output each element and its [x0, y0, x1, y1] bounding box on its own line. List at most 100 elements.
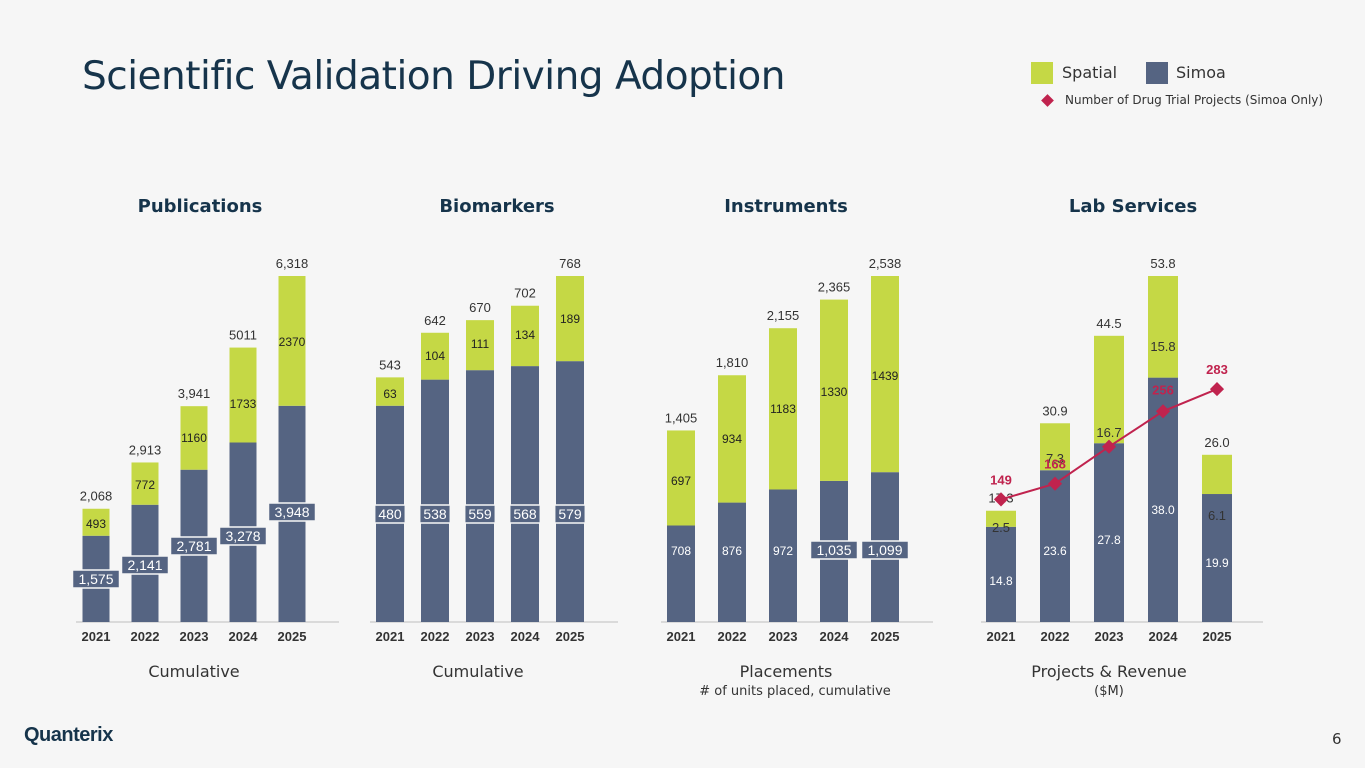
drug-trial-marker-2022 — [1047, 476, 1063, 491]
drug-trial-marker-2025 — [1209, 382, 1225, 397]
total-label-2024: 702 — [514, 286, 536, 301]
bar-simoa-2025 — [1202, 494, 1232, 622]
drug-trial-label-2025: 283 — [1206, 362, 1228, 377]
spatial-value-label-2025: 189 — [560, 312, 580, 326]
spatial-value-label-2025: 1439 — [872, 369, 899, 383]
bar-spatial-2023 — [180, 406, 208, 470]
total-label-2023: 44.5 — [1096, 316, 1121, 331]
simoa-value-label-2025: 3,948 — [274, 504, 309, 520]
x-tick-label-2025: 2025 — [556, 629, 585, 644]
simoa-label-box-2024 — [809, 540, 859, 560]
legend-simoa-label: Simoa — [1176, 63, 1226, 82]
simoa-value-label-2025: 1,099 — [867, 542, 902, 558]
page-title: Scientific Validation Driving Adoption — [82, 54, 786, 99]
bar-spatial-2023 — [769, 328, 797, 490]
bar-spatial-2025 — [1202, 454, 1232, 495]
caption-lab-services: Projects & Revenue — [1031, 662, 1187, 681]
simoa-value-label-2022: 23.6 — [1043, 544, 1067, 558]
caption-biomarkers: Cumulative — [432, 662, 524, 681]
x-tick-label-2021: 2021 — [82, 629, 111, 644]
bar-spatial-2022 — [421, 332, 449, 380]
spatial-value-label-2022: 934 — [722, 432, 742, 446]
total-label-2023: 2,155 — [767, 308, 800, 323]
simoa-label-box-2021 — [71, 569, 121, 589]
bar-simoa-2023 — [1094, 443, 1124, 622]
spatial-value-label-2021: 697 — [671, 474, 691, 488]
spatial-value-label-2023: 16.7 — [1096, 425, 1121, 440]
x-tick-label-2024: 2024 — [1149, 629, 1179, 644]
spatial-value-label-2022: 7.3 — [1046, 451, 1064, 466]
simoa-label-box-2025 — [553, 504, 587, 524]
total-label-2023: 3,941 — [178, 386, 211, 401]
bar-simoa-2022 — [1040, 470, 1070, 622]
spatial-value-label-2021: 2.5 — [992, 520, 1010, 535]
legend-spatial-swatch — [1031, 62, 1053, 84]
total-label-2022: 642 — [424, 313, 446, 328]
caption-sub-instruments: # of units placed, cumulative — [699, 684, 891, 699]
simoa-value-label-2021: 708 — [671, 544, 691, 558]
drug-trial-label-2024: 256 — [1152, 382, 1174, 397]
spatial-value-label-2024: 1733 — [230, 397, 257, 411]
total-label-2022: 1,810 — [716, 355, 749, 370]
drug-trial-label-2022: 168 — [1044, 457, 1066, 472]
simoa-value-label-2023: 2,781 — [176, 538, 211, 554]
simoa-value-label-2025: 579 — [558, 506, 582, 522]
bar-spatial-2025 — [556, 276, 584, 362]
simoa-value-label-2023: 559 — [468, 506, 492, 522]
total-label-2021: 1,405 — [665, 410, 698, 425]
bar-simoa-2024 — [511, 366, 539, 622]
bar-spatial-2022 — [718, 375, 746, 503]
total-label-2022: 30.9 — [1042, 403, 1067, 418]
total-label-2021: 543 — [379, 357, 401, 372]
spatial-value-label-2021: 63 — [383, 387, 397, 401]
bar-simoa-2025 — [556, 361, 584, 622]
simoa-value-label-2024: 3,278 — [225, 528, 260, 544]
spatial-value-label-2025: 6.1 — [1208, 508, 1226, 523]
legend-drug-trial-label: Number of Drug Trial Projects (Simoa Onl… — [1065, 93, 1324, 107]
x-tick-label-2023: 2023 — [769, 629, 798, 644]
simoa-value-label-2022: 2,141 — [127, 557, 162, 573]
spatial-value-label-2021: 493 — [86, 517, 106, 531]
bar-simoa-2023 — [769, 489, 797, 622]
x-tick-label-2023: 2023 — [180, 629, 209, 644]
legend-spatial-label: Spatial — [1062, 63, 1118, 82]
simoa-label-box-2024 — [508, 504, 542, 524]
x-tick-label-2021: 2021 — [376, 629, 405, 644]
x-tick-label-2025: 2025 — [871, 629, 900, 644]
bar-spatial-2021 — [376, 377, 404, 406]
simoa-value-label-2023: 27.8 — [1097, 533, 1121, 547]
x-tick-label-2022: 2022 — [1041, 629, 1070, 644]
simoa-label-box-2025 — [860, 540, 910, 560]
total-label-2024: 5011 — [229, 328, 257, 343]
drug-trial-marker-2023 — [1101, 439, 1117, 454]
x-tick-label-2024: 2024 — [229, 629, 259, 644]
simoa-value-label-2022: 876 — [722, 544, 742, 558]
drug-trial-label-2021: 149 — [990, 472, 1012, 487]
simoa-label-box-2023 — [463, 504, 497, 524]
total-label-2025: 768 — [559, 256, 581, 271]
simoa-value-label-2021: 1,575 — [78, 571, 113, 587]
spatial-value-label-2024: 134 — [515, 328, 535, 342]
caption-instruments: Placements — [739, 662, 833, 681]
bar-simoa-2021 — [667, 525, 695, 622]
spatial-value-label-2025: 2370 — [279, 335, 306, 349]
caption-sub-lab-services: ($M) — [1094, 684, 1124, 699]
bar-spatial-2023 — [466, 320, 494, 371]
simoa-value-label-2021: 480 — [378, 506, 402, 522]
x-tick-label-2024: 2024 — [511, 629, 541, 644]
x-tick-label-2022: 2022 — [131, 629, 160, 644]
panel-title-lab-services: Lab Services — [1068, 196, 1198, 217]
simoa-value-label-2024: 568 — [513, 506, 537, 522]
simoa-value-label-2024: 1,035 — [816, 542, 851, 558]
spatial-value-label-2023: 1160 — [181, 431, 207, 445]
bar-spatial-2024 — [229, 347, 257, 443]
bar-spatial-2025 — [278, 276, 306, 406]
x-tick-label-2021: 2021 — [667, 629, 696, 644]
bar-spatial-2024 — [1148, 276, 1178, 378]
total-label-2024: 53.8 — [1150, 256, 1175, 271]
simoa-label-box-2023 — [169, 536, 219, 556]
simoa-label-box-2022 — [120, 555, 170, 575]
x-tick-label-2023: 2023 — [1095, 629, 1124, 644]
x-tick-label-2022: 2022 — [718, 629, 747, 644]
